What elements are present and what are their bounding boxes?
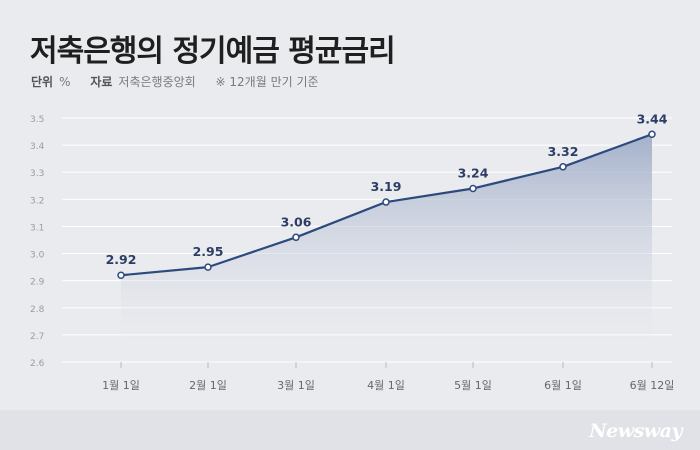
data-point [204,263,212,271]
x-tick-label: 6월 12일 [630,378,675,392]
note: ※ 12개월 만기 기준 [215,75,319,89]
data-point [648,130,656,139]
data-point [559,163,567,171]
source-value: 저축은행중앙회 [118,75,196,89]
unit-label: 단위 [31,75,54,89]
y-tick-label: 3.3 [30,169,44,179]
data-label: 3.44 [637,111,668,126]
data-label: 3.06 [281,214,312,229]
data-label: 3.24 [458,165,489,180]
x-tick-label: 2월 1일 [189,378,227,392]
data-point [117,271,125,279]
footer-band [0,410,700,450]
unit-value: % [59,75,71,89]
y-tick-label: 2.7 [30,332,44,342]
data-label: 3.19 [371,179,402,194]
data-label: 2.92 [106,252,137,267]
y-tick-label: 2.6 [30,359,45,369]
area-fill [121,134,652,362]
y-tick-label: 3.0 [30,251,45,261]
y-tick-label: 3.4 [30,142,45,152]
y-tick-label: 3.2 [30,196,44,206]
source-label: 자료 [90,75,113,89]
data-point [469,184,477,193]
chart-meta: 단위% 자료 저축은행중앙회 ※ 12개월 만기 기준 [31,73,325,90]
data-point [382,198,390,206]
y-tick-label: 3.5 [30,115,44,125]
x-tick-label: 1월 1일 [102,378,140,392]
y-tick-label: 2.9 [30,278,45,288]
y-tick-label: 2.8 [30,305,45,315]
x-tick-label: 5월 1일 [454,378,492,392]
chart-title: 저축은행의 정기예금 평균금리 [30,34,396,69]
x-tick-label: 4월 1일 [367,378,405,392]
x-tick-label: 3월 1일 [277,378,315,392]
newsway-logo: Newsway [589,420,682,442]
x-tick-label: 6월 1일 [544,378,582,392]
data-label: 3.32 [548,144,579,159]
data-point [292,233,300,242]
data-label: 2.95 [193,244,224,259]
y-tick-label: 3.1 [30,223,44,233]
